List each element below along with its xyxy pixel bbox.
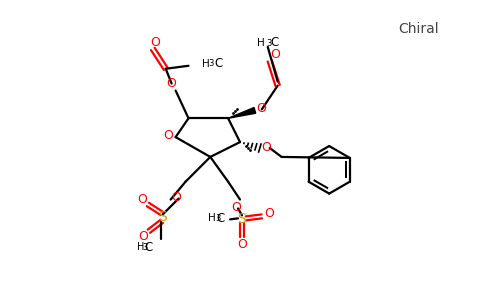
Text: 3: 3 bbox=[142, 243, 148, 252]
Text: C: C bbox=[216, 212, 224, 225]
Text: O: O bbox=[271, 48, 281, 62]
Text: O: O bbox=[138, 230, 148, 243]
Text: H: H bbox=[257, 38, 265, 48]
Text: O: O bbox=[172, 191, 182, 204]
Text: O: O bbox=[166, 77, 177, 90]
Polygon shape bbox=[228, 107, 256, 118]
Text: C: C bbox=[271, 37, 279, 50]
Text: O: O bbox=[163, 129, 173, 142]
Text: 3: 3 bbox=[208, 59, 214, 68]
Text: 3: 3 bbox=[267, 38, 272, 47]
Text: S: S bbox=[238, 212, 246, 226]
Text: O: O bbox=[137, 193, 147, 206]
Text: S: S bbox=[158, 210, 167, 224]
Text: O: O bbox=[237, 238, 247, 250]
Text: H: H bbox=[202, 59, 210, 69]
Text: Chiral: Chiral bbox=[398, 22, 439, 36]
Text: H: H bbox=[209, 213, 216, 224]
Text: O: O bbox=[231, 201, 241, 214]
Text: O: O bbox=[264, 207, 273, 220]
Text: 3: 3 bbox=[215, 214, 220, 223]
Text: O: O bbox=[261, 140, 271, 154]
Text: O: O bbox=[150, 35, 160, 49]
Text: O: O bbox=[256, 102, 266, 115]
Text: C: C bbox=[145, 241, 153, 254]
Text: C: C bbox=[214, 57, 223, 70]
Text: H: H bbox=[137, 242, 145, 252]
